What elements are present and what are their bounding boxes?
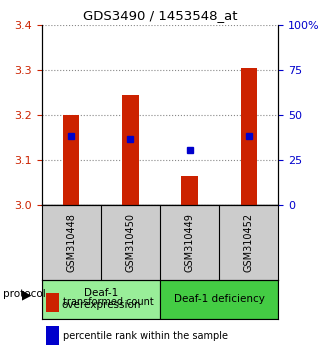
Text: GSM310450: GSM310450 bbox=[125, 213, 135, 272]
Bar bbox=[160, 280, 278, 319]
Text: GSM310449: GSM310449 bbox=[185, 213, 195, 272]
Bar bbox=[42, 280, 160, 319]
Text: GSM310452: GSM310452 bbox=[244, 213, 254, 272]
Text: GSM310448: GSM310448 bbox=[66, 213, 76, 272]
Bar bbox=[181, 176, 198, 205]
Bar bbox=[122, 95, 139, 205]
Text: Deaf-1
overexpression: Deaf-1 overexpression bbox=[61, 288, 140, 310]
Text: protocol: protocol bbox=[3, 289, 46, 299]
Text: ▶: ▶ bbox=[22, 289, 32, 301]
Text: percentile rank within the sample: percentile rank within the sample bbox=[63, 331, 228, 341]
Text: transformed count: transformed count bbox=[63, 297, 154, 307]
Bar bbox=[241, 68, 257, 205]
Bar bbox=[46, 326, 60, 345]
Text: Deaf-1 deficiency: Deaf-1 deficiency bbox=[174, 294, 265, 304]
Bar bbox=[63, 115, 79, 205]
Bar bbox=[46, 293, 60, 312]
Title: GDS3490 / 1453548_at: GDS3490 / 1453548_at bbox=[83, 9, 237, 22]
